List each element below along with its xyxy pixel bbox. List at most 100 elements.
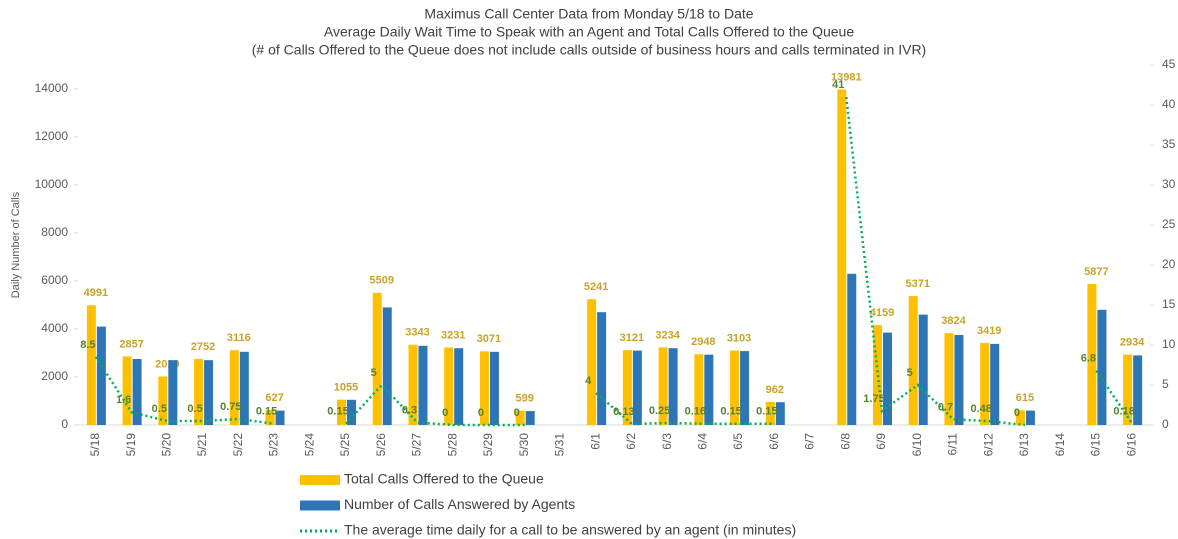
y2-tick-label: 25 [1162, 217, 1176, 231]
bar [239, 351, 249, 425]
data-label: 0.15 [720, 406, 741, 418]
data-label: 0.15 [756, 406, 777, 418]
bar [775, 402, 785, 425]
bar [1133, 355, 1143, 425]
y2-tick-label: 10 [1162, 337, 1176, 351]
bar [622, 350, 632, 425]
legend-label: Number of Calls Answered by Agents [344, 496, 575, 512]
y-tick-label: 14000 [35, 81, 69, 95]
x-tick-label: 5/25 [338, 433, 352, 457]
y2-tick-label: 20 [1162, 257, 1176, 271]
x-tick-label: 6/14 [1053, 433, 1067, 457]
y2-tick-label: 45 [1162, 57, 1176, 71]
x-tick-label: 5/23 [267, 433, 281, 457]
y-tick-label: 4000 [41, 321, 68, 335]
x-tick-label: 5/27 [410, 433, 424, 457]
data-label: 0.75 [220, 401, 241, 413]
y-tick-label: 12000 [35, 129, 69, 143]
data-label: 2934 [1120, 336, 1145, 348]
data-label: 8.5 [80, 339, 95, 351]
bar [587, 299, 597, 425]
data-label: 0 [442, 407, 448, 419]
legend-label: The average time daily for a call to be … [344, 522, 796, 538]
legend-symbol [300, 500, 340, 511]
bar [918, 314, 928, 425]
bar [1123, 354, 1133, 425]
data-label: 0.13 [613, 406, 634, 418]
bar [883, 332, 892, 425]
bar [337, 399, 346, 425]
data-label: 3234 [655, 329, 680, 341]
data-label: 0.7 [938, 401, 953, 413]
x-tick-label: 6/10 [910, 433, 924, 457]
x-tick-label: 6/16 [1124, 433, 1138, 457]
x-tick-label: 5/28 [445, 433, 459, 457]
bar [837, 89, 847, 426]
x-tick-label: 5/21 [195, 433, 209, 457]
y-tick-label: 0 [61, 417, 68, 431]
data-label: 2752 [191, 341, 215, 353]
data-label: 0 [1014, 407, 1020, 419]
bar [372, 292, 382, 425]
bar [694, 354, 704, 425]
bar [158, 376, 168, 425]
data-label: 0.18 [1113, 405, 1134, 417]
data-label: 5 [907, 367, 913, 379]
x-tick-label: 6/7 [803, 433, 817, 450]
bar [730, 350, 740, 425]
bar [454, 348, 464, 425]
x-tick-label: 6/4 [696, 433, 710, 450]
x-tick-label: 6/8 [838, 433, 852, 450]
data-label: 1055 [334, 382, 358, 394]
y-tick-label: 10000 [35, 177, 69, 191]
data-label: 5877 [1084, 266, 1108, 278]
bar [265, 409, 275, 425]
bar [1015, 410, 1025, 425]
bar [229, 350, 239, 425]
x-tick-label: 5/19 [124, 433, 138, 457]
bar [515, 410, 525, 425]
bar [382, 307, 392, 425]
data-label: 3103 [727, 332, 751, 344]
x-tick-label: 6/12 [981, 433, 995, 457]
data-label: 0.5 [152, 403, 167, 415]
data-label: 5241 [584, 281, 608, 293]
data-label: 0.3 [402, 405, 417, 417]
bar [658, 347, 668, 425]
bar [980, 342, 990, 425]
bar [740, 351, 750, 425]
data-label: 0.15 [327, 406, 348, 418]
data-label: 0.5 [187, 403, 202, 415]
x-tick-label: 5/18 [88, 433, 102, 457]
x-tick-label: 6/3 [660, 433, 674, 450]
data-label: 5509 [369, 275, 393, 287]
bar [704, 354, 714, 425]
y-tick-label: 2000 [41, 369, 68, 383]
x-tick-label: 6/2 [624, 433, 638, 450]
bar [347, 399, 356, 425]
y2-tick-label: 15 [1162, 297, 1176, 311]
data-label: 2948 [691, 336, 715, 348]
x-tick-label: 6/5 [731, 433, 745, 450]
y2-tick-label: 30 [1162, 177, 1176, 191]
x-tick-label: 6/9 [874, 433, 888, 450]
bar [954, 335, 964, 425]
x-tick-label: 5/29 [481, 433, 495, 457]
data-label: 615 [1016, 392, 1034, 404]
bar [418, 345, 428, 425]
x-tick-label: 5/26 [374, 433, 388, 457]
data-label: 627 [265, 392, 283, 404]
x-tick-label: 5/20 [160, 433, 174, 457]
x-tick-label: 6/1 [588, 433, 602, 450]
x-tick-label: 5/24 [302, 433, 316, 457]
bar [908, 296, 918, 425]
bar [132, 359, 142, 425]
data-label: 0.16 [685, 406, 706, 418]
data-label: 6.8 [1081, 353, 1096, 365]
bar [1097, 309, 1107, 425]
bar [479, 351, 489, 425]
data-label: 1.75 [863, 393, 884, 405]
bar [1087, 283, 1097, 425]
data-label: 4991 [84, 287, 108, 299]
